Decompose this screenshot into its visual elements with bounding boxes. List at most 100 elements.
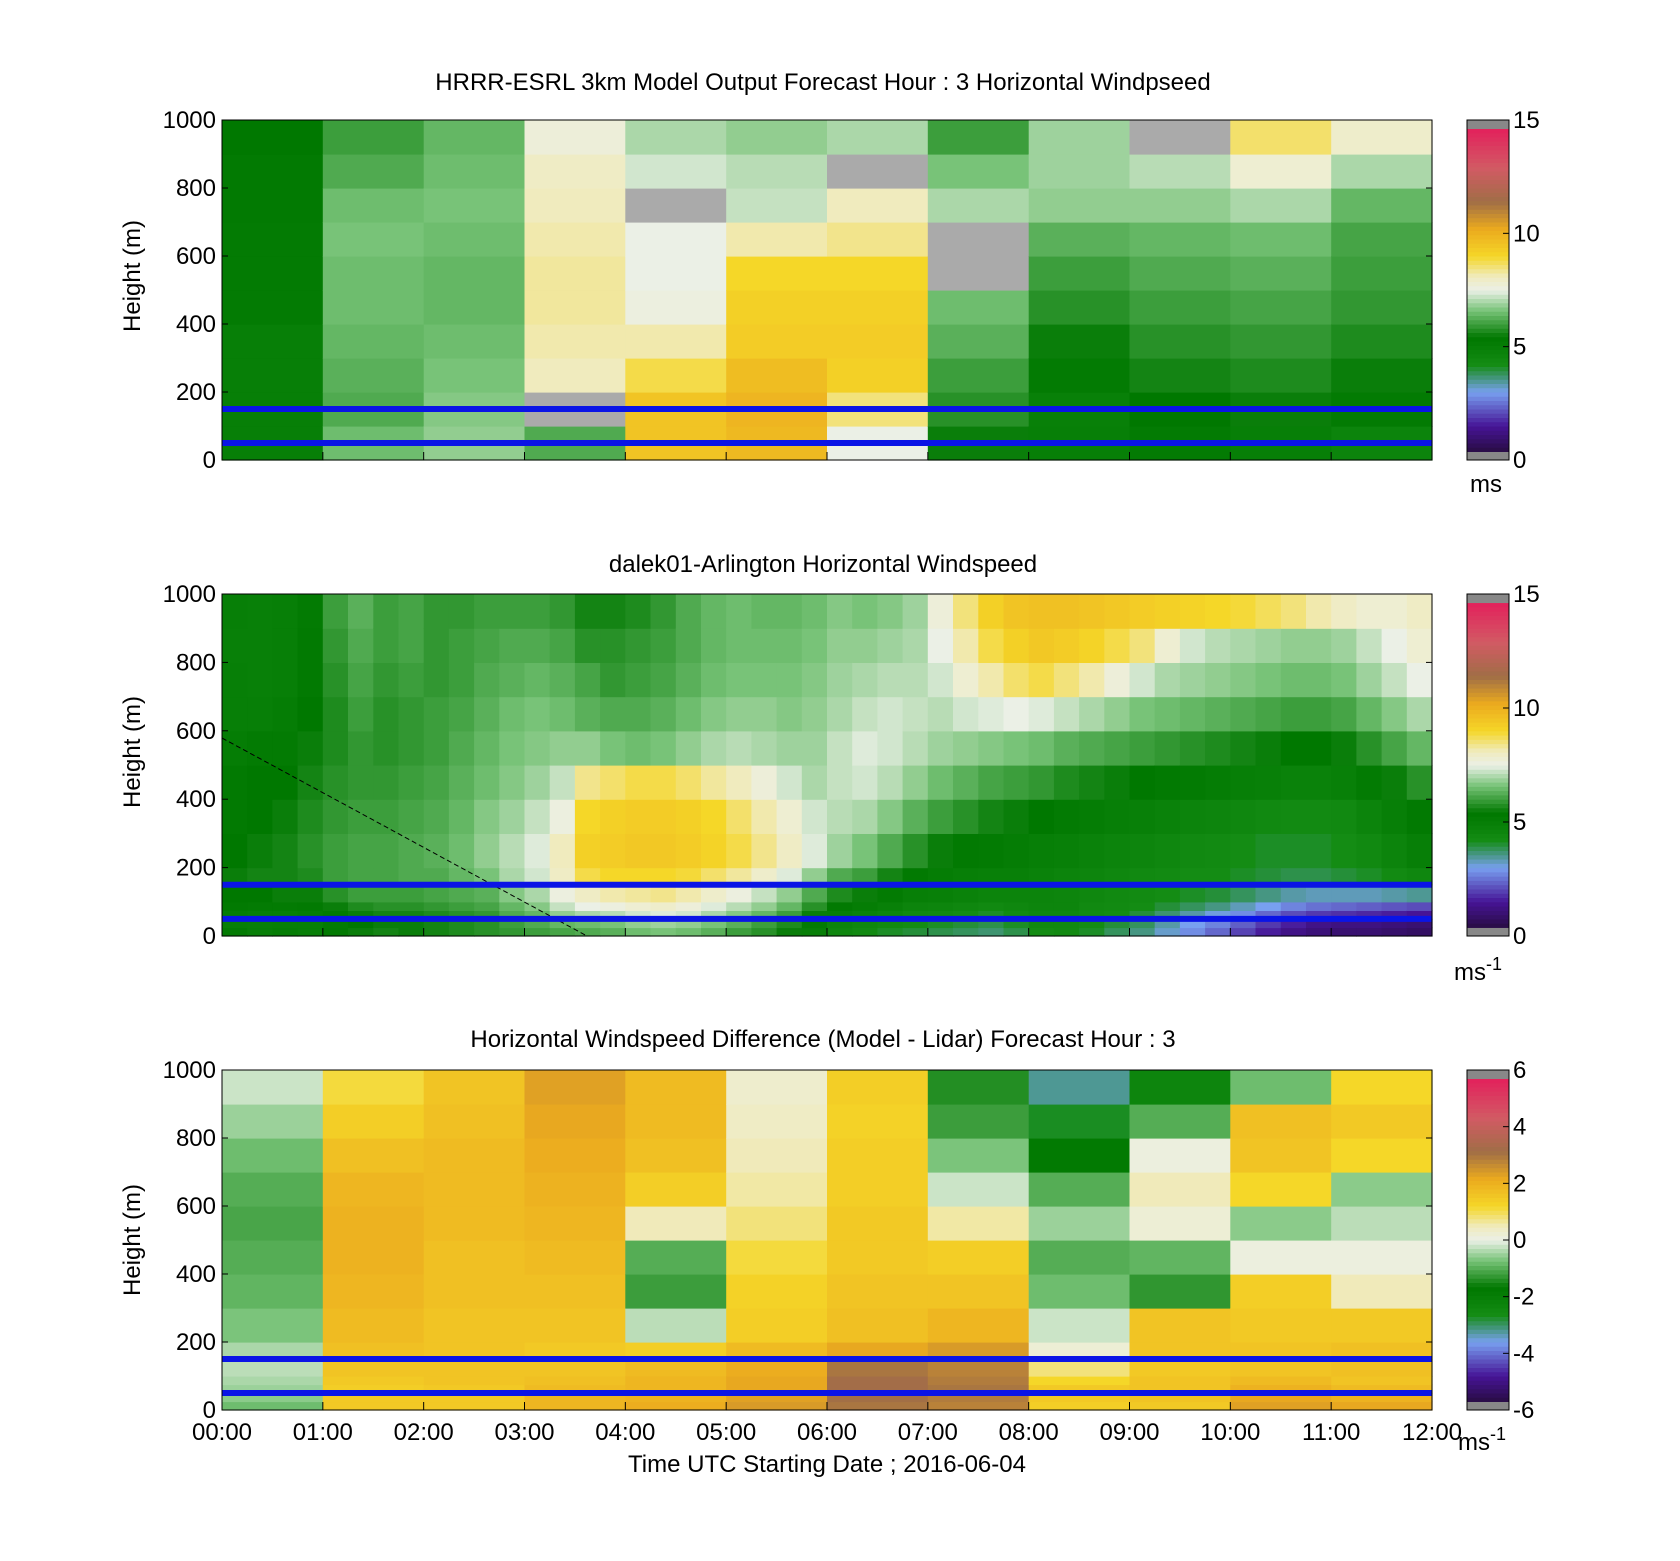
heatmap-cell bbox=[499, 730, 526, 766]
heatmap-cell bbox=[524, 1342, 626, 1360]
colorbar-swatch bbox=[1467, 743, 1509, 749]
heatmap-cell bbox=[1255, 662, 1282, 698]
colorbar-swatch bbox=[1467, 1405, 1509, 1411]
heatmap-cell bbox=[927, 833, 954, 869]
heatmap-cell bbox=[1381, 901, 1408, 911]
heatmap-cell bbox=[978, 927, 1005, 937]
colorbar-swatch bbox=[1467, 1257, 1509, 1262]
heatmap-cell bbox=[827, 1070, 929, 1105]
heatmap-cell bbox=[297, 867, 324, 886]
heatmap-cell bbox=[247, 628, 273, 663]
heatmap-cell bbox=[524, 765, 551, 800]
heatmap-cell bbox=[222, 1393, 324, 1403]
colorbar-tick-label: 10 bbox=[1513, 695, 1540, 722]
heatmap-cell bbox=[625, 1240, 727, 1275]
colorbar-swatch bbox=[1467, 302, 1509, 308]
heatmap-cell bbox=[222, 1384, 324, 1394]
heatmap-cell bbox=[1331, 594, 1357, 629]
heatmap-cell bbox=[953, 901, 979, 911]
panel-difference-ylabel: Height (m) bbox=[119, 1184, 146, 1296]
panel-difference-y-ticks: 0 200 400 600 800 1000 bbox=[163, 1057, 1432, 1424]
heatmap-cell bbox=[1255, 594, 1282, 629]
heatmap-cell bbox=[650, 594, 677, 629]
panel-lidar: dalek01-Arlington Horizontal Windspeed H… bbox=[119, 551, 1540, 986]
heatmap-cell bbox=[927, 1401, 1030, 1411]
colorbar-swatch bbox=[1467, 315, 1509, 321]
colorbar-tick-label: 5 bbox=[1513, 809, 1526, 836]
colorbar-swatch bbox=[1467, 298, 1509, 304]
heatmap-cell bbox=[650, 696, 677, 732]
colorbar-swatch bbox=[1467, 880, 1509, 886]
heatmap-cell bbox=[953, 884, 979, 903]
heatmap-cell bbox=[1381, 927, 1408, 937]
colorbar-swatch bbox=[1467, 1176, 1509, 1181]
heatmap-cell bbox=[1003, 918, 1030, 929]
heatmap-cell bbox=[726, 324, 828, 359]
heatmap-cell bbox=[1028, 1070, 1131, 1105]
heatmap-cell bbox=[600, 867, 626, 886]
heatmap-cell bbox=[625, 884, 652, 903]
heatmap-cell bbox=[726, 833, 752, 869]
heatmap-cell bbox=[726, 1401, 828, 1411]
heatmap-cell bbox=[1104, 730, 1131, 766]
heatmap-cell bbox=[1053, 867, 1080, 886]
heatmap-cell bbox=[423, 927, 450, 937]
heatmap-cell bbox=[373, 918, 400, 929]
heatmap-cell bbox=[1331, 901, 1357, 911]
heatmap-cell bbox=[1154, 918, 1181, 929]
heatmap-cell bbox=[877, 918, 904, 929]
heatmap-cell bbox=[927, 1138, 1030, 1173]
heatmap-cell bbox=[222, 901, 248, 911]
heatmap-cell bbox=[1028, 1104, 1131, 1139]
heatmap-cell bbox=[877, 662, 904, 698]
heatmap-cell bbox=[675, 901, 702, 911]
heatmap-cell bbox=[927, 927, 954, 937]
heatmap-cell bbox=[1331, 1206, 1433, 1241]
heatmap-cell bbox=[927, 594, 954, 629]
colorbar-swatch bbox=[1467, 1150, 1509, 1156]
heatmap-cell bbox=[222, 1240, 324, 1275]
heatmap-cell bbox=[524, 799, 551, 834]
heatmap-cell bbox=[726, 927, 752, 937]
heatmap-cell bbox=[1129, 222, 1231, 257]
heatmap-cell bbox=[322, 730, 349, 766]
heatmap-cell bbox=[1381, 910, 1408, 920]
heatmap-cell bbox=[1230, 696, 1257, 732]
heatmap-cell bbox=[222, 1376, 324, 1386]
heatmap-cell bbox=[827, 927, 853, 937]
colorbar-tick-label: -2 bbox=[1513, 1284, 1534, 1311]
colorbar-swatch bbox=[1467, 799, 1509, 804]
heatmap-cell bbox=[524, 1070, 626, 1105]
heatmap-cell bbox=[1331, 1384, 1433, 1394]
heatmap-cell bbox=[549, 901, 576, 911]
heatmap-cell bbox=[524, 918, 551, 929]
heatmap-cell bbox=[1079, 833, 1105, 869]
colorbar-swatch bbox=[1467, 324, 1509, 329]
panel-lidar-reference-lines bbox=[222, 881, 1432, 922]
heatmap-cell bbox=[927, 628, 954, 663]
heatmap-cell bbox=[953, 867, 979, 886]
heatmap-cell bbox=[625, 324, 727, 359]
heatmap-cell bbox=[322, 1342, 425, 1360]
heatmap-cell bbox=[1356, 765, 1383, 800]
heatmap-cell bbox=[524, 1240, 626, 1275]
panel-difference-colorbar: -6 -4 -2 0 2 4 6 bbox=[1466, 1057, 1534, 1424]
heatmap-cell bbox=[1230, 867, 1257, 886]
heatmap-cell bbox=[1406, 927, 1433, 937]
heatmap-cell bbox=[776, 628, 803, 663]
heatmap-cell bbox=[827, 1393, 929, 1403]
colorbar-swatch bbox=[1467, 243, 1509, 248]
colorbar-swatch bbox=[1467, 1074, 1509, 1079]
heatmap-cell bbox=[423, 730, 450, 766]
heatmap-cell bbox=[1028, 1401, 1131, 1411]
heatmap-cell bbox=[524, 730, 551, 766]
heatmap-cell bbox=[600, 918, 626, 929]
heatmap-cell bbox=[1205, 927, 1231, 937]
heatmap-cell bbox=[600, 765, 626, 800]
heatmap-cell bbox=[1381, 799, 1408, 834]
heatmap-cell bbox=[1230, 765, 1257, 800]
heatmap-cell bbox=[625, 1342, 727, 1360]
colorbar-swatch bbox=[1467, 765, 1509, 770]
heatmap-cell bbox=[272, 833, 299, 869]
colorbar-swatch bbox=[1467, 722, 1509, 728]
